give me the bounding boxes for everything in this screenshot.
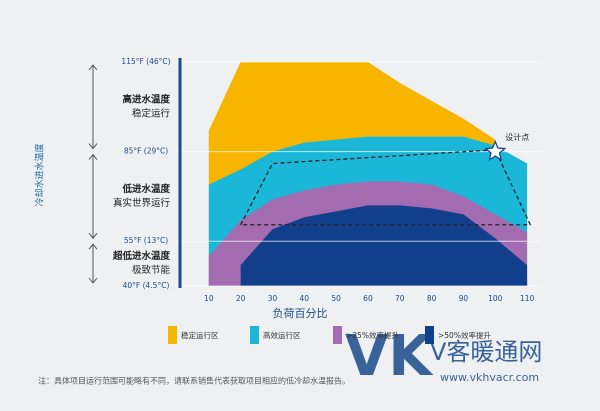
band-subtitle: 真实世界运行: [113, 197, 171, 209]
band-title: 高进水温度: [122, 93, 170, 105]
annotation: 设计点: [505, 132, 529, 142]
arrow-head: [88, 232, 98, 240]
y-tick-label: 115°F (46°C): [121, 57, 170, 66]
arrow-head: [88, 143, 98, 150]
legend-label: 稳定运行区: [181, 330, 219, 340]
band-subtitle: 极致节能: [132, 264, 171, 276]
legend-label: 高效运行区: [263, 330, 301, 340]
legend-swatch: [250, 326, 259, 344]
x-tick-label: 20: [236, 294, 246, 303]
area: [240, 205, 528, 286]
design-point: [484, 140, 507, 161]
legend-swatch: [168, 326, 177, 344]
watermark-url: www.vkhvacr.com: [440, 371, 539, 384]
legend-label: >25%效率提升: [346, 330, 399, 340]
x-tick-label: 110: [520, 294, 535, 303]
watermark-text: V客暖通网: [430, 338, 542, 366]
x-tick-label: 100: [488, 294, 503, 303]
watermark-logo: VK: [345, 324, 434, 389]
operating-boundary: [239, 149, 532, 226]
y-tick-label: 40°F (4.5°C): [123, 281, 170, 290]
y-tick-label: 85°F (29°C): [124, 147, 168, 156]
x-tick-label: 30: [268, 294, 278, 303]
x-tick-label: 70: [395, 294, 405, 303]
plot: 40°F (4.5°C) 55°F (13°C) 85°F (29°C) 115°F …: [121, 57, 543, 303]
x-tick-label: 90: [459, 294, 469, 303]
x-tick-label: 10: [204, 294, 214, 303]
x-tick-label: 60: [363, 294, 373, 303]
band-title: 低进水温度: [121, 183, 170, 195]
x-axis-title: 负荷百分比: [273, 306, 328, 320]
arrow-head: [88, 64, 98, 71]
arrow-head: [88, 243, 98, 250]
x-tick-label: 50: [331, 294, 341, 303]
x-tick-label: 40: [300, 294, 310, 303]
legend-label: >50%效率提升: [438, 330, 491, 340]
footnote: 注：具体项目运行范围可能略有不同，请联系销售代表获取项目相应的低冷却水温报告。: [38, 376, 350, 386]
legend-swatch: [333, 326, 342, 344]
band-title: 超低进水温度: [112, 250, 171, 262]
x-tick-label: 80: [427, 294, 437, 303]
arrow-head: [88, 153, 98, 160]
y-axis-title: 冷却水进水温度: [34, 143, 46, 206]
band-subtitle: 稳定运行: [132, 107, 171, 119]
arrow-head: [88, 277, 98, 284]
legend-swatch: [425, 326, 434, 344]
y-tick-label: 55°F (13°C): [124, 236, 168, 245]
